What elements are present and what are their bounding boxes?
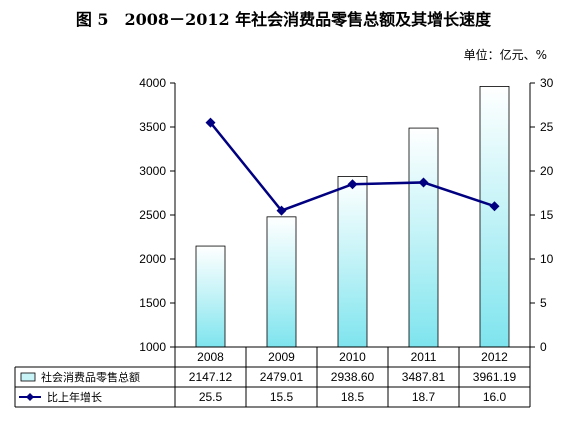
growth-marker-2011 [418,177,429,188]
right-tick-label: 20 [540,164,554,178]
right-tick-label: 30 [540,76,554,90]
chart-title: 图 5 2008－2012 年社会消费品零售总额及其增长速度 [75,10,492,29]
line-data-label: 25.5 [199,390,223,404]
bar-2010 [337,176,368,348]
left-tick-label: 2000 [139,252,166,266]
unit-label: 单位：亿元、% [463,48,547,62]
left-tick-label: 3500 [139,120,166,134]
line-data-label: 16.0 [483,390,507,404]
legend-line-name: 比上年增长 [47,390,102,404]
growth-marker-2008 [205,117,216,128]
growth-marker-2009 [276,205,287,216]
bar-data-label: 2938.60 [331,370,375,384]
legend-bar-swatch [20,372,36,382]
bar-2009 [266,216,297,348]
legend-bar-name: 社会消费品零售总额 [41,370,140,384]
line-data-label: 18.5 [341,390,365,404]
bar-2012 [479,86,510,348]
right-tick-label: 0 [540,340,547,354]
right-tick-label: 10 [540,252,554,266]
bar-data-label: 3961.19 [473,370,517,384]
left-tick-label: 1500 [139,296,166,310]
right-tick-label: 25 [540,120,554,134]
line-data-label: 18.7 [412,390,436,404]
bar-data-label: 2147.12 [189,370,233,384]
left-tick-label: 3000 [139,164,166,178]
right-tick-label: 15 [540,208,554,222]
right-tick-label: 5 [540,296,547,310]
bar-data-label: 3487.81 [402,370,446,384]
line-data-label: 15.5 [270,390,294,404]
bar-2008 [195,245,226,348]
category-label: 2008 [197,350,224,364]
growth-marker-2010 [347,179,358,190]
growth-marker-2012 [489,201,500,212]
category-label: 2012 [481,350,508,364]
left-tick-label: 2500 [139,208,166,222]
bar-2011 [408,127,439,348]
category-label: 2010 [339,350,366,364]
bar-data-label: 2479.01 [260,370,304,384]
left-tick-label: 1000 [139,340,166,354]
category-label: 2011 [411,350,437,364]
left-tick-label: 4000 [139,76,166,90]
category-label: 2009 [268,350,295,364]
legend-line-marker [26,393,34,401]
